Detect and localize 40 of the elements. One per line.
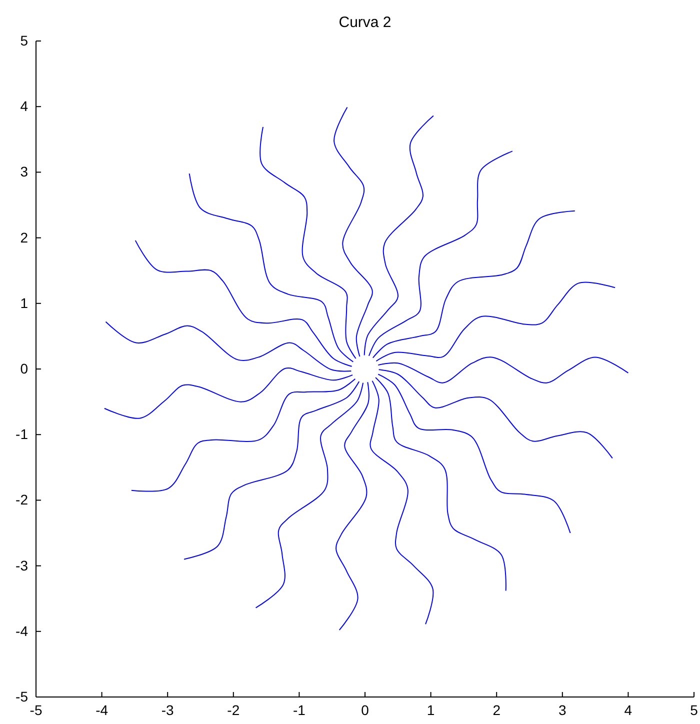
y-tick-label: -3	[16, 557, 28, 574]
line-series	[105, 321, 352, 372]
line-series	[375, 377, 506, 592]
y-tick-label: -2	[16, 492, 28, 508]
y-tick-label: 2	[20, 229, 28, 246]
y-tick-label: -4	[16, 622, 28, 639]
y-tick-label: 3	[20, 164, 28, 180]
y-tick-label: -1	[16, 426, 28, 442]
x-tick-label: -3	[161, 702, 174, 718]
x-tick-label: 0	[361, 702, 370, 718]
line-series	[378, 356, 629, 384]
line-series	[372, 210, 576, 358]
x-tick-label: 1	[426, 702, 435, 718]
line-series	[376, 282, 616, 362]
x-tick-label: 3	[558, 702, 566, 718]
line-series	[334, 106, 373, 358]
line-series	[336, 382, 370, 631]
y-tick-label: 5	[20, 32, 28, 48]
y-tick-label: 0	[20, 360, 28, 376]
line-series	[104, 367, 353, 419]
line-series	[364, 115, 434, 356]
x-tick-label: 2	[492, 702, 501, 718]
line-series	[378, 374, 571, 534]
line-series	[188, 173, 354, 362]
y-tick-label: 1	[20, 294, 28, 311]
y-tick-label: 4	[20, 98, 28, 114]
x-tick-label: 5	[690, 702, 698, 718]
x-tick-label: -2	[227, 702, 240, 718]
line-series	[370, 380, 434, 625]
chart-title: Curva 2	[338, 14, 392, 31]
y-tick-label: -5	[16, 688, 28, 704]
line-series	[184, 380, 360, 560]
x-tick-label: -4	[96, 702, 108, 718]
x-tick-label: -1	[292, 702, 306, 718]
x-tick-label: 4	[624, 702, 632, 718]
line-series	[130, 378, 356, 492]
line-series	[378, 369, 613, 459]
line-series	[255, 382, 364, 608]
line-series	[368, 150, 513, 356]
line-series	[134, 240, 352, 367]
